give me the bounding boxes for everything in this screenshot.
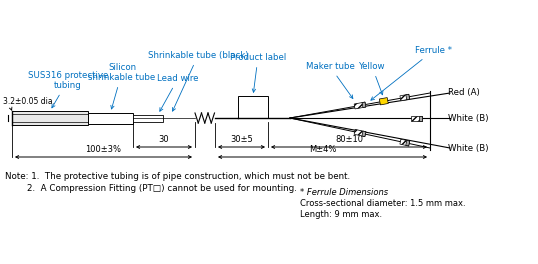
Text: 100±3%: 100±3%	[86, 145, 122, 154]
Polygon shape	[354, 102, 366, 109]
Text: 30: 30	[159, 135, 169, 144]
Text: Length: 9 mm max.: Length: 9 mm max.	[300, 210, 382, 219]
Text: Note: 1.  The protective tubing is of pipe construction, which must not be bent.: Note: 1. The protective tubing is of pip…	[5, 172, 350, 181]
Polygon shape	[362, 131, 366, 136]
Text: Silicon
shrinkable tube: Silicon shrinkable tube	[88, 63, 155, 109]
Polygon shape	[400, 139, 410, 146]
Bar	[133, 115, 163, 121]
Text: 80±10: 80±10	[335, 135, 363, 144]
Text: 3.2±0.05 dia.: 3.2±0.05 dia.	[3, 97, 55, 106]
Polygon shape	[354, 129, 366, 136]
Text: Product label: Product label	[230, 53, 286, 92]
Text: 2.  A Compression Fitting (PT□) cannot be used for mounting.: 2. A Compression Fitting (PT□) cannot be…	[5, 184, 297, 193]
Text: Red (A): Red (A)	[448, 88, 480, 97]
Bar	[88, 112, 133, 124]
Polygon shape	[406, 140, 410, 146]
Text: M±4%: M±4%	[309, 145, 336, 154]
Text: SUS316 protective
tubing: SUS316 protective tubing	[28, 70, 108, 108]
Text: * Ferrule Dimensions: * Ferrule Dimensions	[300, 188, 388, 197]
Bar	[12, 111, 88, 125]
Text: Cross-sectional diameter: 1.5 mm max.: Cross-sectional diameter: 1.5 mm max.	[300, 199, 465, 208]
Text: Shrinkable tube (black): Shrinkable tube (black)	[148, 51, 248, 111]
Bar	[238, 96, 268, 118]
Text: Yellow: Yellow	[359, 62, 385, 95]
Text: Ferrule *: Ferrule *	[371, 46, 452, 100]
Text: White (B): White (B)	[448, 114, 489, 122]
Polygon shape	[400, 94, 409, 101]
Text: 30±5: 30±5	[230, 135, 253, 144]
Polygon shape	[410, 116, 421, 120]
Polygon shape	[362, 102, 366, 107]
Text: Lead wire: Lead wire	[157, 74, 199, 111]
Text: White (B): White (B)	[448, 144, 489, 153]
Polygon shape	[406, 94, 409, 100]
Polygon shape	[419, 116, 421, 120]
Polygon shape	[379, 98, 388, 105]
Text: Maker tube: Maker tube	[306, 62, 355, 98]
